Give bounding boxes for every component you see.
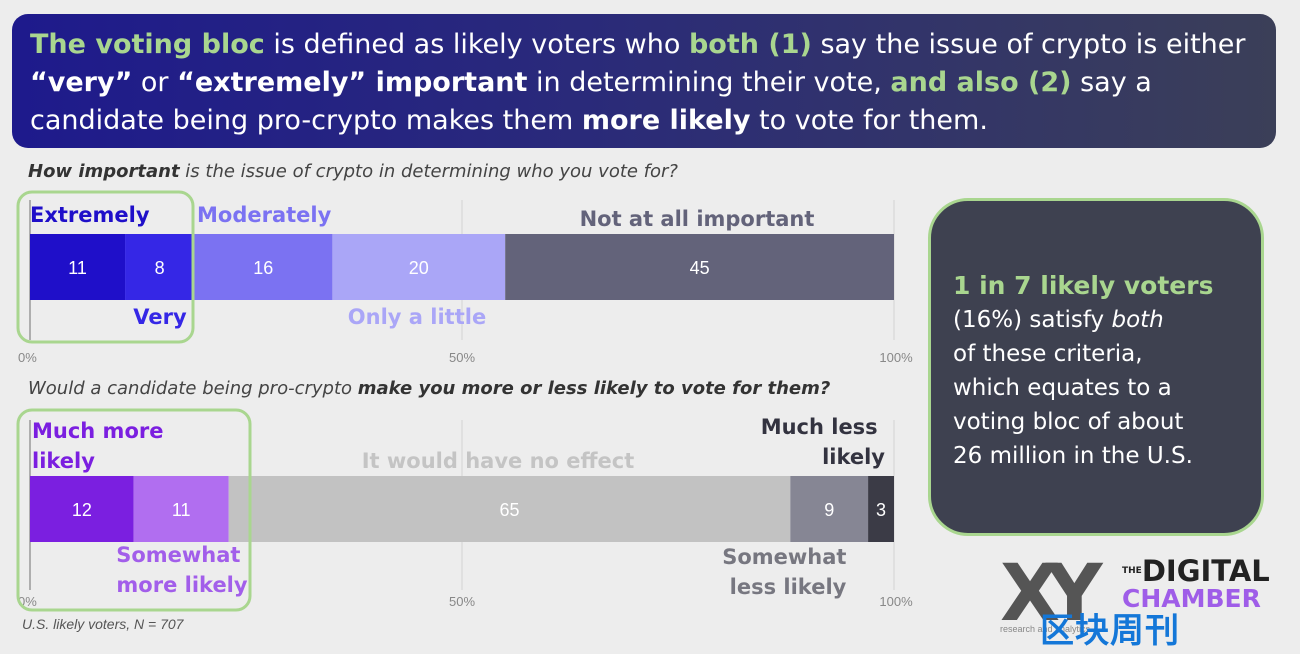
label-no-effect: It would have no effect	[362, 449, 635, 473]
banner-text: or	[132, 67, 178, 98]
label-somewhat-less-line2: less likely	[730, 575, 847, 599]
callout-line: of these criteria,	[953, 341, 1143, 367]
bar-segment-somewhat-less-likely	[790, 476, 869, 542]
digital-chamber-logo: THEDIGITAL CHAMBER	[1122, 556, 1270, 612]
bar-value-label: 65	[500, 500, 520, 520]
label-somewhat-more-line2: more likely	[116, 573, 247, 597]
bar-value-label: 45	[690, 258, 710, 278]
logo-chamber: CHAMBER	[1122, 584, 1261, 613]
bar-value-label: 8	[155, 258, 165, 278]
question-2-lead: Would a candidate being pro-crypto	[28, 378, 358, 399]
callout-line: which equates to a	[953, 375, 1172, 401]
tick-50: 50%	[449, 594, 475, 609]
label-moderately: Moderately	[197, 203, 332, 227]
banner-text: is defined as likely voters who	[264, 29, 689, 60]
callout-line: (16%) satisfy both	[953, 303, 1241, 337]
label-much-less-line1: Much less	[761, 415, 878, 439]
sample-footnote: U.S. likely voters, N = 707	[22, 616, 184, 632]
bar-segment-somewhat-more-likely	[133, 476, 229, 542]
banner-text: The voting bloc	[30, 29, 265, 60]
banner-text: both (1)	[688, 29, 812, 60]
bar-value-label: 9	[824, 500, 834, 520]
tick-50: 50%	[449, 350, 475, 365]
bar-segment-extremely	[30, 234, 126, 300]
banner-text: in determining their vote,	[527, 67, 891, 98]
label-much-more-line1: Much more	[32, 419, 163, 443]
summary-callout: 1 in 7 likely voters (16%) satisfy both …	[928, 198, 1264, 536]
banner-text: say the issue of crypto is either	[811, 29, 1246, 60]
label-much-less-likely: Much less likely	[761, 415, 886, 469]
logo-the: THE	[1122, 566, 1142, 576]
banner-text: more likely	[581, 105, 751, 136]
question-2: Would a candidate being pro-crypto make …	[28, 378, 830, 399]
bar-value-label: 11	[68, 258, 87, 278]
callout-line: voting bloc of about	[953, 409, 1184, 435]
banner-text: “extremely” important	[177, 67, 528, 98]
banner-text: “very”	[30, 67, 133, 98]
logo-line1: THEDIGITAL	[1122, 556, 1270, 586]
bar-value-label: 12	[72, 500, 92, 520]
tick-0: 0%	[18, 350, 37, 365]
bar-value-label: 11	[172, 500, 191, 520]
tick-100: 100%	[879, 594, 913, 609]
logo-digital: DIGITAL	[1141, 554, 1270, 588]
label-somewhat-less-line1: Somewhat	[722, 545, 846, 569]
label-somewhat-less-likely: Somewhat less likely	[722, 545, 854, 599]
bar-value-label: 20	[409, 258, 429, 278]
bar-value-label: 16	[253, 258, 273, 278]
label-not-at-all: Not at all important	[580, 207, 815, 231]
bar-segment-moderately	[194, 234, 333, 300]
callout-line: 26 million in the U.S.	[953, 443, 1193, 469]
banner-text: and also (2)	[890, 67, 1072, 98]
bar-segment-it-would-have-no-effect	[228, 476, 791, 542]
banner-text: say a candidate being pro-crypto makes t…	[30, 67, 1152, 136]
label-somewhat-more-line1: Somewhat	[116, 543, 240, 567]
label-extremely: Extremely	[30, 203, 150, 227]
label-somewhat-more-likely: Somewhat more likely	[116, 543, 248, 597]
question-1-rest: is the issue of crypto in determining wh…	[179, 161, 678, 182]
label-much-more-likely: Much more likely	[32, 419, 171, 473]
definition-banner: The voting bloc is defined as likely vot…	[12, 14, 1276, 148]
banner-text: to vote for them.	[750, 105, 988, 136]
label-much-more-line2: likely	[32, 449, 95, 473]
logo-subtitle: research and analytics	[1000, 624, 1091, 634]
bar-segment-much-less-likely	[868, 476, 894, 542]
label-very: Very	[133, 305, 187, 329]
xy-logo-icon: XY	[1000, 556, 1110, 628]
watermark-text: 区块周刊	[1040, 611, 1180, 651]
callout-text: (16%) satisfy	[953, 307, 1112, 333]
bar-segment-not-at-all-important	[505, 234, 894, 300]
question-1-bold: How important	[28, 161, 180, 182]
bar-segment-much-more-likely	[30, 476, 134, 542]
callout-emphasis: both	[1111, 307, 1164, 333]
highlight-box-more-likely	[16, 408, 252, 612]
label-much-less-line2: likely	[822, 445, 885, 469]
question-2-bold: make you more or less likely to vote for…	[357, 378, 831, 399]
bar-value-label: 3	[876, 500, 886, 520]
question-1: How important is the issue of crypto in …	[28, 161, 678, 182]
bar-segment-very	[125, 234, 195, 300]
label-only-a-little: Only a little	[348, 305, 486, 329]
callout-headline: 1 in 7 likely voters	[953, 271, 1214, 300]
bar-segment-only-a-little	[332, 234, 506, 300]
highlight-box-important	[16, 190, 195, 344]
tick-100: 100%	[879, 350, 913, 365]
